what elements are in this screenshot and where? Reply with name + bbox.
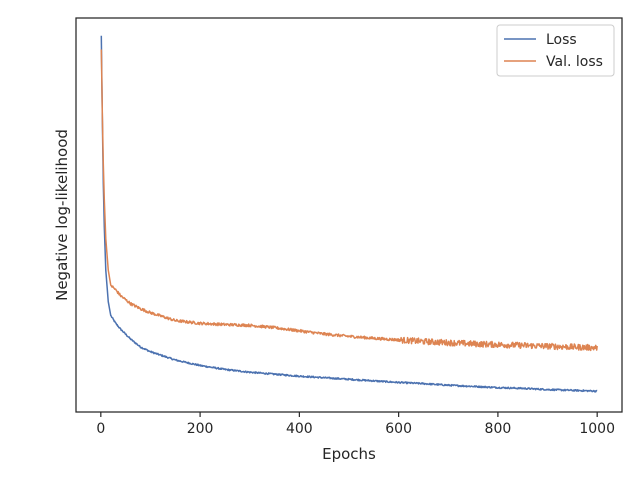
legend-box [496,24,615,77]
y-axis-label: Negative log-likelihood [53,129,71,301]
axes-frame [75,17,623,413]
x-tick-label: 800 [485,421,512,437]
legend-label-val-loss: Val. loss [546,54,603,70]
x-axis: 0 200 400 600 800 1000 [96,412,615,437]
x-axis-label: Epochs [322,445,376,463]
legend: Loss Val. loss [496,24,615,77]
x-tick-label: 0 [96,421,105,437]
plot-area [100,35,598,393]
x-tick-label: 1000 [579,421,615,437]
x-tick-label: 400 [286,421,313,437]
x-tick-label: 200 [187,421,214,437]
series-line-loss [100,35,598,393]
series-line-val-loss [100,49,598,352]
x-tick-label: 600 [385,421,412,437]
legend-label-loss: Loss [546,32,577,48]
